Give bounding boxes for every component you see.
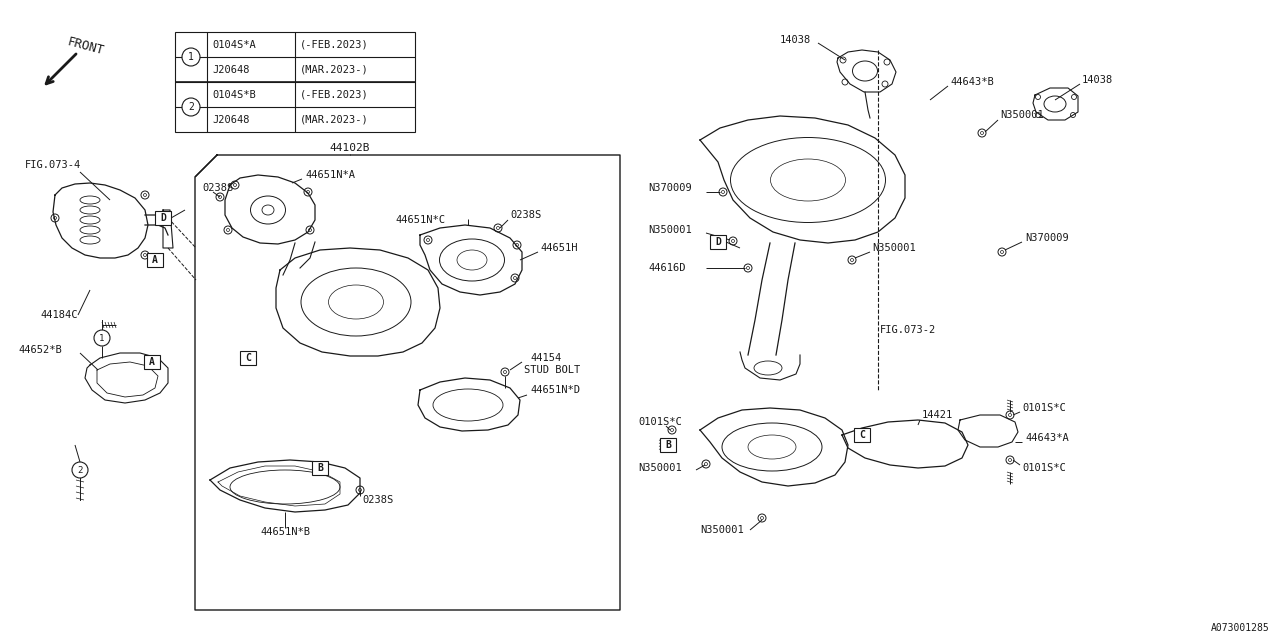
Text: 44616D: 44616D xyxy=(648,263,686,273)
Text: N370009: N370009 xyxy=(1025,233,1069,243)
Text: FRONT: FRONT xyxy=(67,36,106,58)
Text: 44651N*B: 44651N*B xyxy=(260,527,310,537)
Text: 0104S*B: 0104S*B xyxy=(212,90,256,99)
Text: 0238S: 0238S xyxy=(362,495,393,505)
Text: A: A xyxy=(148,357,155,367)
Text: 44651N*C: 44651N*C xyxy=(396,215,445,225)
Text: 44154: 44154 xyxy=(530,353,561,363)
Text: 0104S*A: 0104S*A xyxy=(212,40,256,49)
Text: 44652*B: 44652*B xyxy=(18,345,61,355)
Text: (MAR.2023-): (MAR.2023-) xyxy=(300,65,369,74)
Text: 14038: 14038 xyxy=(1082,75,1114,85)
Text: 44651N*D: 44651N*D xyxy=(530,385,580,395)
Text: 0238S: 0238S xyxy=(509,210,541,220)
Text: D: D xyxy=(160,213,166,223)
Circle shape xyxy=(93,330,110,346)
Text: 1: 1 xyxy=(188,52,195,62)
Text: D: D xyxy=(716,237,721,247)
Text: FIG.073-4: FIG.073-4 xyxy=(26,160,81,170)
Text: 2: 2 xyxy=(188,102,195,112)
Text: (MAR.2023-): (MAR.2023-) xyxy=(300,115,369,125)
Bar xyxy=(312,461,328,475)
Bar xyxy=(145,355,160,369)
Text: 44184C: 44184C xyxy=(40,310,78,320)
Bar xyxy=(854,428,870,442)
Text: N350001: N350001 xyxy=(872,243,915,253)
Bar xyxy=(155,211,172,225)
Text: B: B xyxy=(317,463,323,473)
Text: STUD BOLT: STUD BOLT xyxy=(524,365,580,375)
Text: B: B xyxy=(666,440,671,450)
Text: 0101S*C: 0101S*C xyxy=(1021,463,1066,473)
Circle shape xyxy=(72,462,88,478)
Text: N350001: N350001 xyxy=(648,225,691,235)
Bar xyxy=(710,235,726,249)
Text: 44643*B: 44643*B xyxy=(950,77,993,87)
Bar xyxy=(660,438,676,452)
Text: 2: 2 xyxy=(77,465,83,474)
Text: N350001: N350001 xyxy=(637,463,682,473)
Text: 0238S: 0238S xyxy=(202,183,233,193)
Text: 44643*A: 44643*A xyxy=(1025,433,1069,443)
Text: C: C xyxy=(859,430,865,440)
Text: FIG.073-2: FIG.073-2 xyxy=(881,325,936,335)
Text: A: A xyxy=(152,255,157,265)
Text: (-FEB.2023): (-FEB.2023) xyxy=(300,40,369,49)
Text: A073001285: A073001285 xyxy=(1211,623,1270,633)
Text: J20648: J20648 xyxy=(212,65,250,74)
Bar xyxy=(241,351,256,365)
Text: 14038: 14038 xyxy=(780,35,812,45)
Text: N370009: N370009 xyxy=(648,183,691,193)
Text: 0101S*C: 0101S*C xyxy=(637,417,682,427)
Text: 0101S*C: 0101S*C xyxy=(1021,403,1066,413)
Text: 44651H: 44651H xyxy=(540,243,577,253)
Text: 44651N*A: 44651N*A xyxy=(305,170,355,180)
Bar xyxy=(147,253,163,267)
Text: 1: 1 xyxy=(100,333,105,342)
Circle shape xyxy=(182,98,200,116)
Text: C: C xyxy=(244,353,251,363)
Bar xyxy=(175,32,415,132)
Text: (-FEB.2023): (-FEB.2023) xyxy=(300,90,369,99)
Text: N350001: N350001 xyxy=(700,525,744,535)
Circle shape xyxy=(182,48,200,66)
Text: J20648: J20648 xyxy=(212,115,250,125)
Text: 14421: 14421 xyxy=(922,410,954,420)
Text: N350001: N350001 xyxy=(1000,110,1043,120)
Text: 44102B: 44102B xyxy=(330,143,370,153)
